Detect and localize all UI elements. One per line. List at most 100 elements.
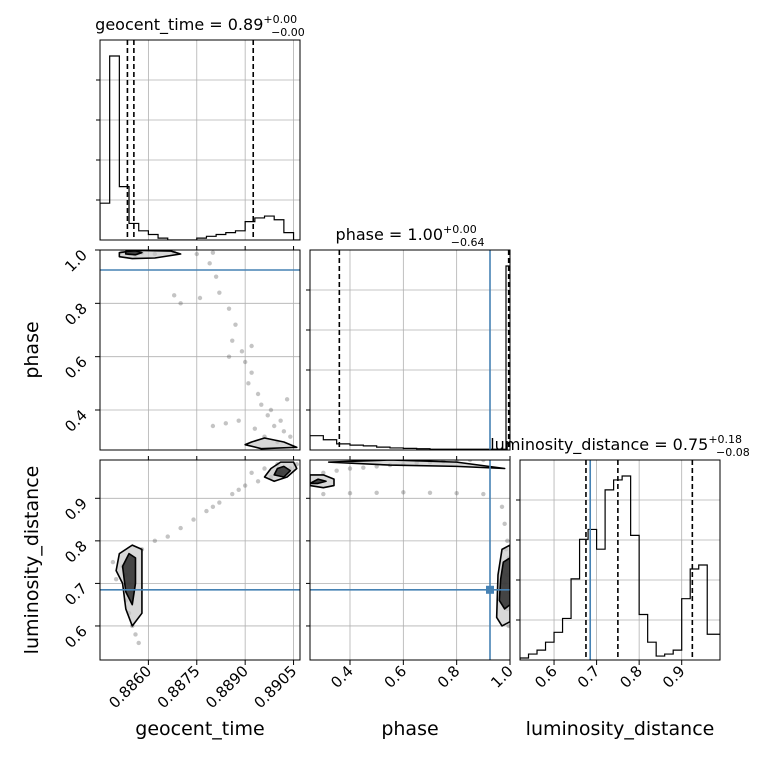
sample-point	[281, 429, 287, 434]
hist-step-luminosity_distance	[520, 475, 720, 660]
sample-point	[194, 251, 199, 257]
contour-inner-3	[273, 465, 292, 478]
sample-point	[271, 423, 277, 429]
hist-bar-geocent_time-14	[235, 231, 245, 240]
x-tick-label-phase-2: 0.8	[434, 662, 464, 692]
contour-inner-3	[498, 557, 510, 610]
hist-bar-phase-3	[350, 445, 363, 450]
sample-point	[133, 632, 138, 637]
sample-point	[236, 418, 241, 423]
sample-point	[321, 491, 326, 497]
sample-point	[481, 491, 486, 497]
hist-bar-geocent_time-17	[265, 216, 275, 240]
contours-phase-luminosity_distance	[310, 460, 510, 627]
sample-point	[255, 479, 261, 484]
contour-inner-1	[121, 552, 137, 606]
sample-point	[502, 521, 507, 527]
sample-point	[191, 517, 196, 522]
sample-point	[210, 250, 216, 255]
sample-point	[249, 370, 254, 375]
sample-point	[259, 402, 264, 407]
y-tick-label-phase-0: 0.4	[61, 406, 91, 436]
hist-panel-geocent_time: geocent_time = 0.89+0.00 −0.00	[95, 13, 305, 241]
hist-bar-geocent_time-0	[100, 203, 110, 240]
hist-bar-luminosity_distance-17	[665, 654, 674, 660]
hist-bar-luminosity_distance-19	[682, 599, 691, 660]
x-tick-label-luminosity_distance-0: 0.6	[531, 662, 561, 692]
sample-point	[321, 470, 326, 475]
sample-point	[210, 504, 216, 510]
sample-point	[178, 525, 183, 531]
contours-geocent_time-luminosity_distance	[115, 461, 298, 627]
y-axis-label-luminosity_distance: luminosity_distance	[21, 466, 43, 655]
sample-point	[246, 381, 251, 386]
x-tick-label-luminosity_distance-1: 0.7	[574, 662, 604, 692]
x-tick-label-geocent_time-0: 0.8860	[105, 662, 155, 712]
x-axis-label-phase: phase	[381, 718, 438, 740]
hist-bar-luminosity_distance-7	[580, 539, 589, 660]
hist-panel-luminosity_distance: luminosity_distance = 0.75+0.18 −0.08	[490, 433, 750, 661]
x-tick-label-geocent_time-1: 0.8875	[154, 662, 204, 712]
sample-point	[249, 470, 254, 475]
sample-point	[288, 434, 293, 439]
hist-bar-geocent_time-12	[216, 234, 226, 240]
joint-phase-luminosity_distance-frame	[309, 459, 511, 661]
sample-point	[217, 290, 222, 295]
hist-bar-luminosity_distance-9	[597, 549, 606, 660]
sample-point	[217, 500, 222, 505]
sample-point	[165, 534, 170, 539]
x-axis-label-geocent_time: geocent_time	[135, 718, 264, 740]
hist-bar-phase-4	[363, 446, 376, 450]
hist-bar-luminosity_distance-18	[673, 650, 682, 660]
sample-point	[226, 354, 232, 359]
sample-point	[136, 640, 141, 646]
samples-phase-luminosity_distance	[321, 460, 510, 629]
hist-bar-geocent_time-13	[226, 233, 236, 240]
x-tick-label-phase-0: 0.4	[327, 662, 357, 692]
x-tick-label-geocent_time-2: 0.8890	[202, 662, 252, 712]
contour-outer-2	[244, 437, 298, 450]
y-axis-label-phase: phase	[21, 321, 43, 378]
hist-bar-geocent_time-1	[110, 56, 120, 240]
hist-bar-luminosity_distance-15	[648, 642, 657, 660]
sample-point	[361, 465, 366, 470]
sample-point	[204, 508, 209, 514]
x-tick-label-luminosity_distance-2: 0.8	[616, 662, 646, 692]
hist-title-geocent_time: geocent_time = 0.89+0.00 −0.00	[95, 13, 305, 39]
sample-point	[252, 426, 258, 431]
sample-point	[113, 576, 119, 582]
hist-bar-luminosity_distance-3	[546, 642, 555, 660]
sample-point	[374, 490, 379, 495]
hist-bar-luminosity_distance-21	[699, 565, 708, 660]
y-tick-label-phase-3: 1.0	[61, 246, 91, 276]
joint-panel-geocent_time-luminosity_distance	[99, 459, 301, 661]
sample-point	[210, 423, 216, 429]
sample-point	[284, 397, 290, 402]
y-tick-label-phase-1: 0.6	[61, 353, 91, 383]
x-tick-label-luminosity_distance-3: 0.9	[659, 662, 689, 692]
y-tick-label-luminosity_distance-1: 0.7	[61, 580, 91, 610]
sample-point	[197, 295, 203, 301]
y-tick-label-luminosity_distance-0: 0.6	[61, 622, 91, 652]
sample-point	[242, 483, 248, 488]
hist-panel-phase: phase = 1.00+0.00 −0.64	[306, 223, 511, 451]
sample-point	[239, 349, 245, 354]
hist-bar-luminosity_distance-13	[631, 535, 640, 660]
hist-step-phase	[310, 265, 510, 450]
contour-inner-1	[125, 250, 143, 256]
sample-point	[152, 538, 158, 544]
sample-point	[213, 274, 219, 279]
hist-bar-luminosity_distance-23	[716, 634, 720, 660]
sample-point	[505, 538, 510, 544]
sample-point	[506, 623, 510, 629]
sample-point	[454, 490, 459, 496]
sample-point	[242, 359, 248, 365]
hist-bar-luminosity_distance-20	[690, 569, 699, 660]
contours-geocent_time-phase	[118, 250, 298, 450]
hist-geocent_time-frame	[99, 39, 301, 241]
hist-bar-geocent_time-5	[148, 234, 158, 240]
hist-bar-luminosity_distance-6	[571, 579, 580, 660]
hist-title-luminosity_distance: luminosity_distance = 0.75+0.18 −0.08	[490, 433, 750, 459]
